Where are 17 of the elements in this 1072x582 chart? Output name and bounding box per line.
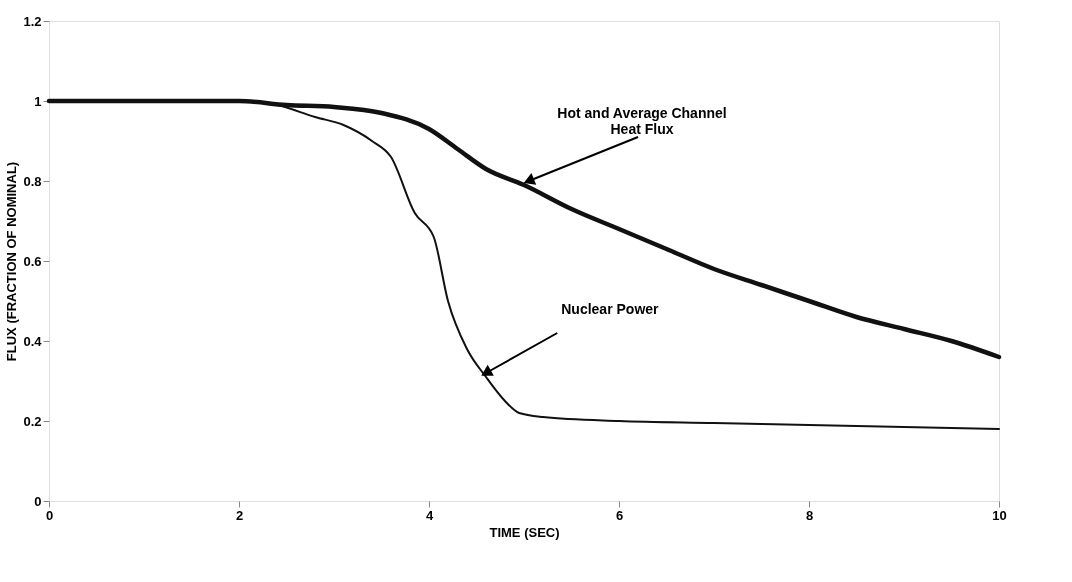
annotation: Nuclear Power xyxy=(561,301,660,317)
y-tick-label: 0.6 xyxy=(23,253,42,269)
x-tick-label: 10 xyxy=(992,507,1007,523)
y-tick-label: 0.2 xyxy=(23,413,42,429)
x-axis-title: TIME (SEC) xyxy=(489,524,560,540)
x-tick-label: 8 xyxy=(805,507,814,523)
y-tick-label: 0.8 xyxy=(23,173,42,189)
x-tick-label: 0 xyxy=(45,507,54,523)
x-tick-label: 4 xyxy=(425,507,434,523)
y-tick-label: 1.2 xyxy=(23,13,42,29)
x-tick-label: 6 xyxy=(615,507,624,523)
y-tick-label: 0 xyxy=(34,493,42,509)
y-axis-title: FLUX (FRACTION OF NOMINAL) xyxy=(4,161,20,362)
annotation: Hot and Average Channel Heat Flux xyxy=(557,105,727,137)
y-tick-label: 0.4 xyxy=(23,333,43,349)
x-tick-label: 2 xyxy=(235,507,244,523)
y-tick-label: 1 xyxy=(34,93,42,109)
